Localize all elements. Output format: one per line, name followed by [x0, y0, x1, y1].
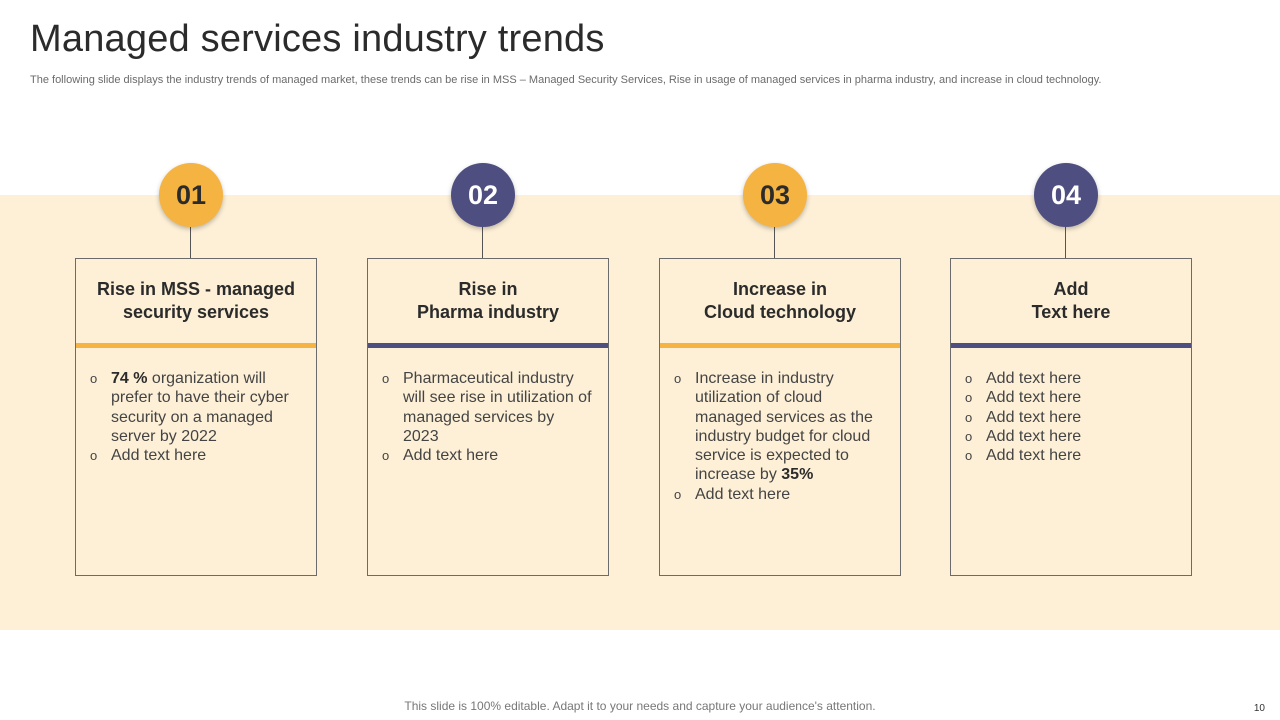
- step-number: 03: [759, 179, 791, 210]
- bullet-text: Add text here: [986, 408, 1082, 426]
- card-body: o 74 % organization will prefer to have t…: [90, 369, 302, 465]
- card-heading: Increase in Cloud technology: [660, 259, 900, 343]
- bullet-highlight: 35%: [781, 466, 814, 484]
- bullet-item: o Add text here: [90, 446, 302, 465]
- step-number: 04: [1050, 179, 1082, 210]
- bullet-text: Increase in industry utilization of clou…: [695, 370, 873, 484]
- page-title: Managed services industry trends: [30, 18, 605, 60]
- card-body: o Pharmaceutical industry will see rise i…: [382, 369, 594, 465]
- card-heading-line-1: Rise in MSS - managed: [96, 279, 296, 299]
- card-heading-line-2: Text here: [1031, 302, 1111, 322]
- connector-line: [1065, 227, 1066, 258]
- trend-card-2: 02 Rise in Pharma industry o Pharmaceutic…: [367, 163, 609, 576]
- bullet-text: Add text here: [986, 427, 1082, 445]
- connector-line: [190, 227, 191, 258]
- bullet-item: o Increase in industry utilization of clo…: [674, 369, 886, 485]
- card-box: Rise in Pharma industry o Pharmaceutical …: [367, 258, 609, 576]
- connector-line: [482, 227, 483, 258]
- step-number: 01: [175, 179, 207, 210]
- bullet-item: o Add text here: [382, 446, 594, 465]
- card-accent-bar: [660, 343, 900, 348]
- bullet-item: o Add text here: [965, 408, 1177, 427]
- page-subtitle: The following slide displays the industr…: [30, 74, 1102, 86]
- card-heading-line-2: security services: [122, 302, 270, 322]
- bullet-text: Pharmaceutical industry will see rise in…: [403, 370, 592, 445]
- card-accent-bar: [951, 343, 1191, 348]
- card-box: Increase in Cloud technology o Increase i…: [659, 258, 901, 576]
- bullet-item: o Pharmaceutical industry will see rise i…: [382, 369, 594, 446]
- trend-card-1: 01 Rise in MSS - managed security servic…: [75, 163, 317, 576]
- page-number: 10: [1253, 703, 1265, 714]
- bullet-item: o Add text here: [965, 427, 1177, 446]
- step-number-badge: 04: [1034, 163, 1098, 227]
- step-number-badge: 03: [743, 163, 807, 227]
- bullet-icon: o: [674, 371, 682, 386]
- bullet-item: o Add text here: [965, 369, 1177, 388]
- card-accent-bar: [76, 343, 316, 348]
- bullet-icon: o: [965, 428, 973, 444]
- card-box: Rise in MSS - managed security services …: [75, 258, 317, 576]
- bullet-icon: o: [965, 371, 973, 386]
- bullet-icon: o: [90, 371, 98, 386]
- card-heading: Rise in Pharma industry: [368, 259, 608, 343]
- card-heading-line-2: Cloud technology: [704, 302, 856, 322]
- card-body: o Increase in industry utilization of clo…: [674, 369, 886, 504]
- card-heading: Rise in MSS - managed security services: [76, 259, 316, 343]
- bullet-icon: o: [90, 448, 98, 464]
- bullet-text: Add text here: [695, 485, 791, 503]
- bullet-highlight: 74 %: [111, 370, 148, 387]
- bullet-item: o Add text here: [965, 388, 1177, 407]
- card-heading-line-1: Add: [1053, 279, 1089, 299]
- connector-line: [774, 227, 775, 258]
- bullet-icon: o: [674, 486, 682, 502]
- card-heading-line-1: Rise in: [458, 279, 518, 299]
- card-accent-bar: [368, 343, 608, 348]
- bullet-item: o Add text here: [674, 485, 886, 504]
- footer-note: This slide is 100% editable. Adapt it to…: [404, 699, 876, 713]
- bullet-icon: o: [382, 371, 390, 386]
- step-number-badge: 02: [451, 163, 515, 227]
- trend-card-3: 03 Increase in Cloud technology o Increas…: [659, 163, 901, 576]
- bullet-icon: o: [965, 448, 973, 464]
- bullet-text: Add text here: [111, 447, 207, 465]
- bullet-text: Add text here: [403, 447, 499, 465]
- card-box: Add Text here o Add text here o Add text h…: [950, 258, 1192, 576]
- step-number-badge: 01: [159, 163, 223, 227]
- bullet-icon: o: [965, 409, 973, 425]
- bullet-item: o Add text here: [965, 446, 1177, 465]
- bullet-text: organization will prefer to have their c…: [111, 370, 289, 445]
- card-heading: Add Text here: [951, 259, 1191, 343]
- bullet-text: Add text here: [986, 370, 1082, 387]
- step-number: 02: [467, 179, 499, 210]
- bullet-item: o 74 % organization will prefer to have t…: [90, 369, 302, 446]
- card-body: o Add text here o Add text here o Add text …: [965, 369, 1177, 465]
- card-heading-line-1: Increase in: [732, 279, 828, 299]
- bullet-text: Add text here: [986, 389, 1082, 407]
- bullet-icon: o: [382, 448, 390, 464]
- bullet-text: Add text here: [986, 447, 1082, 465]
- trend-card-4: 04 Add Text here o Add text here o Add tex…: [950, 163, 1192, 576]
- bullet-icon: o: [965, 390, 973, 406]
- card-heading-line-2: Pharma industry: [416, 302, 560, 322]
